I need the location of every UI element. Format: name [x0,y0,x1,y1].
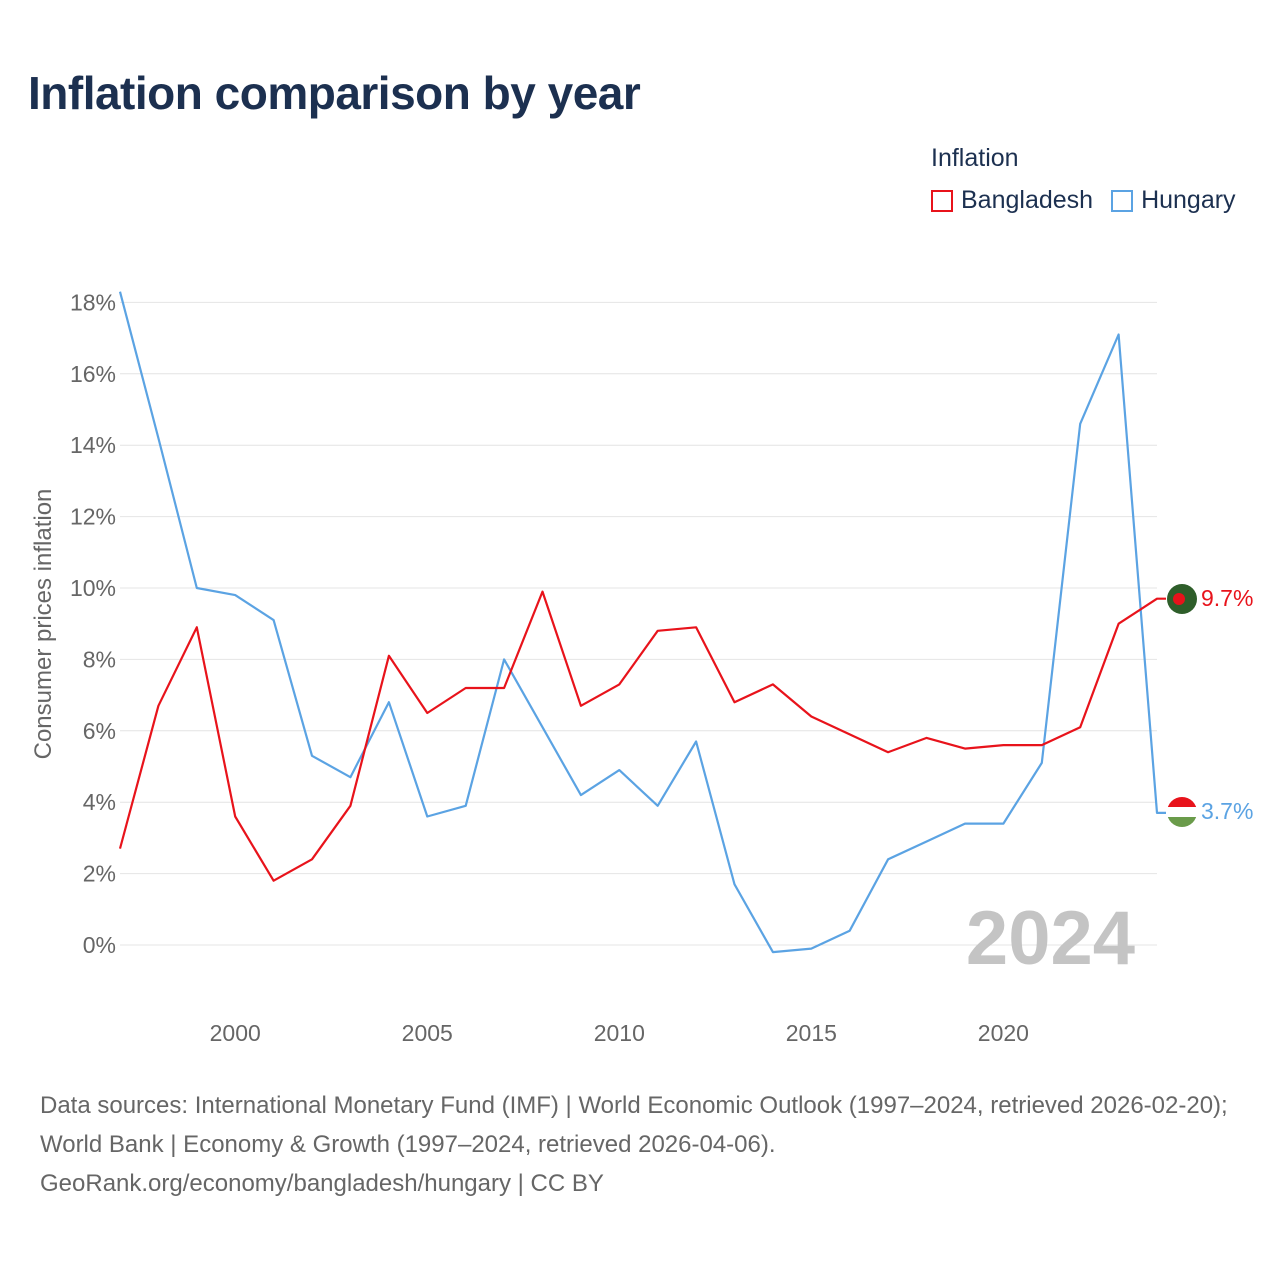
y-tick-label: 14% [70,432,116,458]
y-tick-label: 10% [70,575,116,601]
end-label-bangladesh: 9.7% [1201,585,1253,611]
y-tick-label: 0% [83,932,116,958]
legend-item-bangladesh[interactable]: Bangladesh [931,186,1093,215]
legend-label-hungary: Hungary [1141,186,1236,214]
bangladesh-flag-icon [1167,584,1197,614]
legend: Bangladesh Hungary [931,186,1254,215]
legend-item-hungary[interactable]: Hungary [1111,186,1236,215]
hungary-flag-icon [1167,797,1197,827]
sources-text: Data sources: International Monetary Fun… [40,1092,1228,1158]
year-label: 2024 [966,896,1135,981]
data-sources: Data sources: International Monetary Fun… [40,1086,1245,1203]
y-tick-label: 18% [70,289,116,315]
series-bangladesh [118,590,1166,882]
line-chart: 0%2%4%6%8%10%12%14%16%18% 2000 2005 2010 20… [30,289,1253,1046]
chart-title: Inflation comparison by year [28,67,641,119]
y-axis-label: Consumer prices inflation [30,489,57,760]
series-line-bangladesh[interactable] [118,590,1166,882]
y-tick-label: 8% [83,646,116,672]
sources-site-link[interactable]: GeoRank.org/economy/bangladesh/hungary |… [40,1170,604,1197]
end-label-hungary: 3.7% [1201,798,1253,824]
legend-swatch-bangladesh [931,189,953,212]
legend-swatch-hungary [1111,189,1134,212]
x-tick-label: 2020 [978,1020,1029,1046]
series-line-hungary[interactable] [118,291,1166,954]
x-tick-label: 2010 [594,1020,645,1046]
y-tick-label: 12% [70,504,116,530]
legend-label-bangladesh: Bangladesh [961,186,1094,214]
gridlines [120,301,1157,946]
y-tick-label: 16% [70,361,116,387]
x-tick-label: 2005 [402,1020,453,1046]
x-tick-label: 2015 [786,1020,837,1046]
legend-title: Inflation [931,144,1019,172]
series-hungary [118,291,1166,954]
y-tick-label: 4% [83,789,116,815]
y-tick-label: 2% [83,861,116,887]
x-tick-label: 2000 [210,1020,261,1046]
x-axis-ticks: 2000 2005 2010 2015 2020 [210,1020,1029,1046]
y-axis-ticks: 0% 2% 4% 6% 8% 10% 12% 14% 16% 18% [70,289,116,958]
y-tick-label: 6% [83,718,116,744]
